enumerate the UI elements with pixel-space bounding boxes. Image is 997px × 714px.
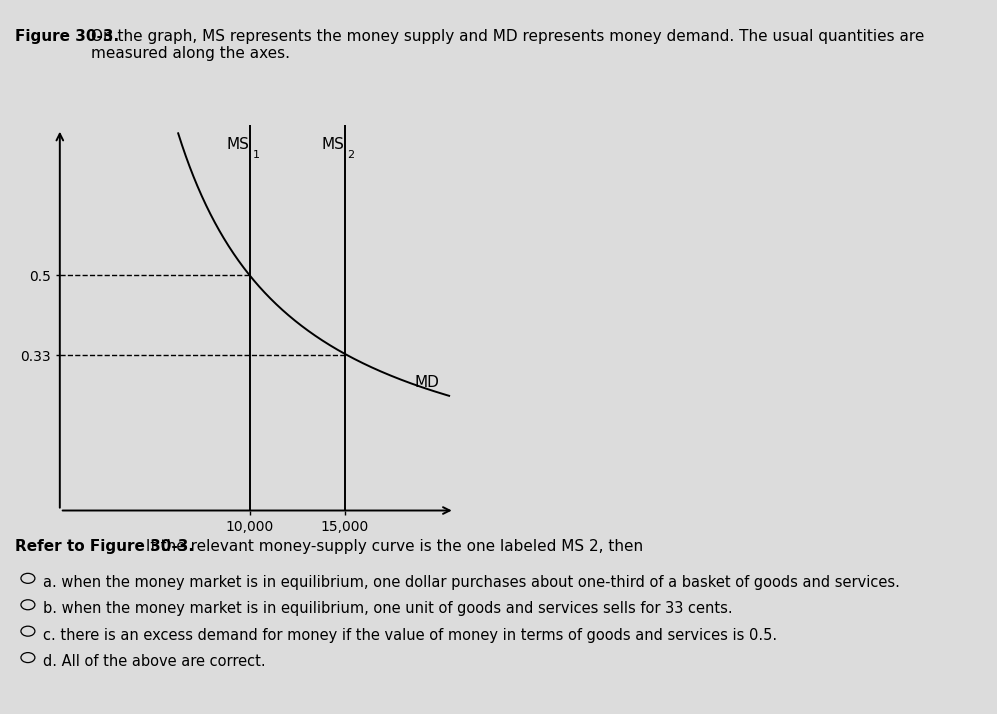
Text: Figure 30-3.: Figure 30-3. [15,29,119,44]
Text: On the graph, MS represents the money supply and MD represents money demand. The: On the graph, MS represents the money su… [91,29,924,61]
Text: 2: 2 [348,150,355,160]
Text: If the relevant money-supply curve is the one labeled MS 2, then: If the relevant money-supply curve is th… [141,539,643,554]
Text: MS: MS [227,136,249,151]
Text: MS: MS [322,136,345,151]
Text: MD: MD [415,375,440,390]
Text: a. when the money market is in equilibrium, one dollar purchases about one-third: a. when the money market is in equilibri… [43,575,899,590]
Text: 1: 1 [252,150,259,160]
Text: Refer to Figure 30-3.: Refer to Figure 30-3. [15,539,194,554]
Text: d. All of the above are correct.: d. All of the above are correct. [43,654,265,669]
Text: b. when the money market is in equilibrium, one unit of goods and services sells: b. when the money market is in equilibri… [43,601,733,616]
Text: c. there is an excess demand for money if the value of money in terms of goods a: c. there is an excess demand for money i… [43,628,777,643]
